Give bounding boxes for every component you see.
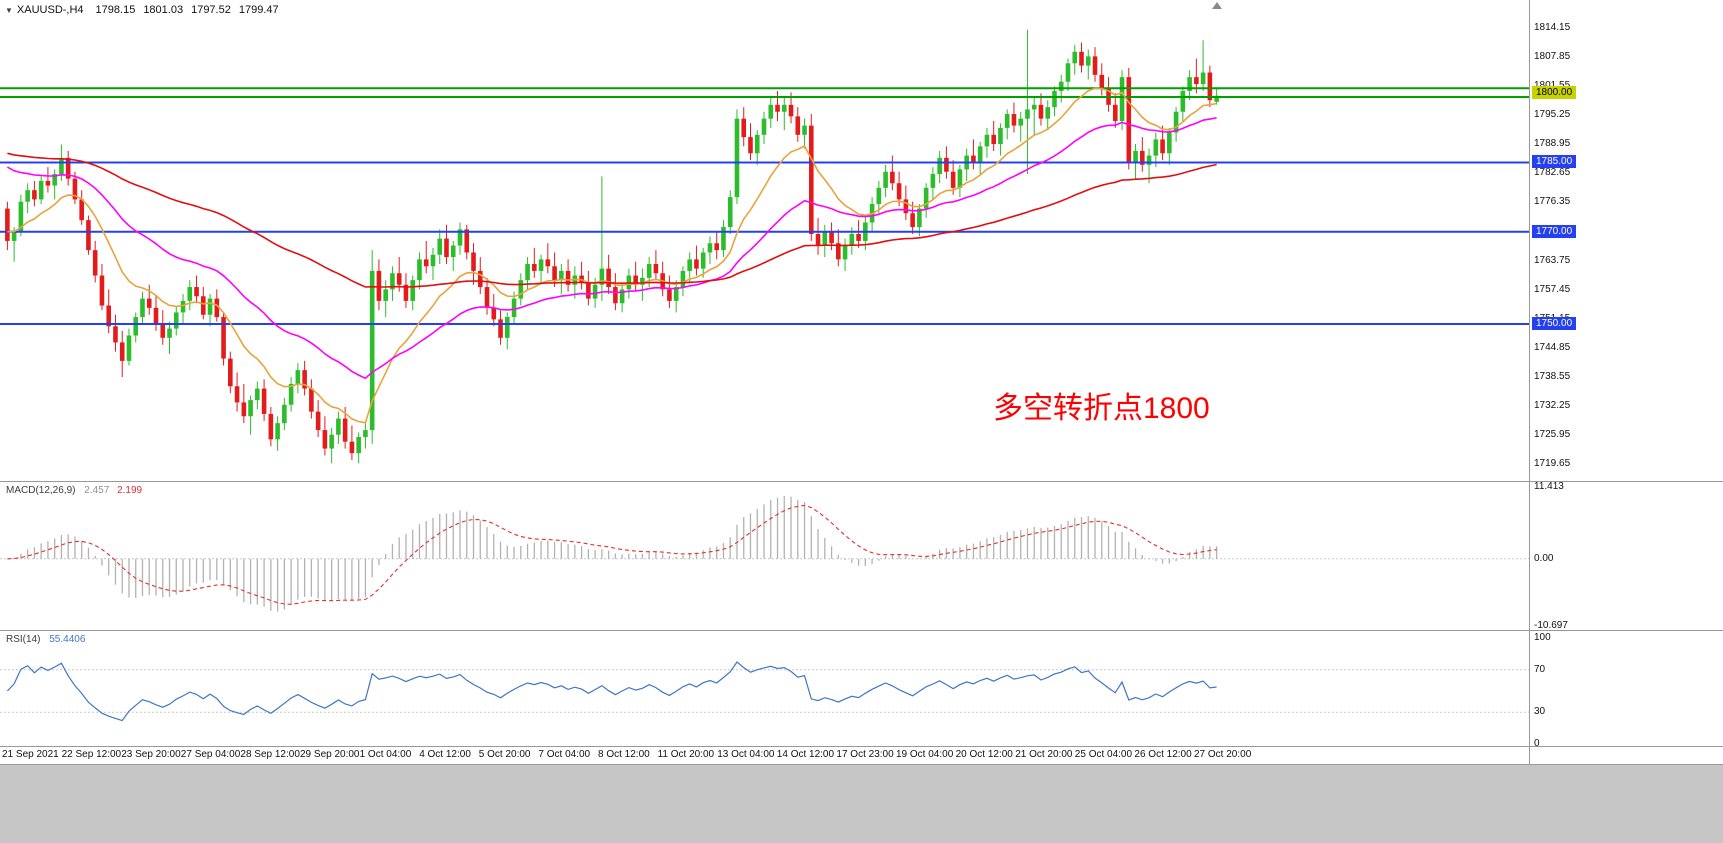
symbol-name: XAUUSD-,H4 xyxy=(16,4,84,16)
time-axis-label: 4 Oct 12:00 xyxy=(419,749,471,760)
ma-lines-layer xyxy=(7,87,1217,424)
time-axis-label: 8 Oct 12:00 xyxy=(598,749,650,760)
macd-tick-label: -10.697 xyxy=(1534,620,1568,631)
time-axis-label: 27 Sep 04:00 xyxy=(180,749,241,760)
time-axis[interactable]: 21 Sep 2021 22 Sep 12:00 23 Sep 20:00 27 Se… xyxy=(0,748,1723,764)
price-line-badge: 1750.00 xyxy=(1532,316,1577,330)
price-tick-label: 1763.75 xyxy=(1534,254,1571,266)
price-tick-label: 1776.35 xyxy=(1534,196,1571,208)
price-line-badge: 1785.00 xyxy=(1532,155,1577,169)
rsi-tick-label: 30 xyxy=(1534,706,1546,718)
price-tick-label: 1782.65 xyxy=(1534,167,1571,179)
time-axis-label: 17 Oct 23:00 xyxy=(836,749,894,760)
price-tick-label: 1725.95 xyxy=(1534,428,1571,440)
time-axis-label: 5 Oct 20:00 xyxy=(478,749,531,760)
rsi-panel xyxy=(0,661,1529,722)
ohlc-high: 1801.03 xyxy=(143,4,184,16)
symbol-bar: ▼ XAUUSD-,H4 1798.15 1801.03 1797.52 179… xyxy=(5,4,287,16)
symbol-dropdown-icon[interactable]: ▼ xyxy=(5,5,13,15)
panel-borders xyxy=(0,0,1723,765)
time-axis-label: 11 Oct 20:00 xyxy=(657,749,715,760)
price-tick-label: 1732.25 xyxy=(1534,399,1571,411)
price-tick-label: 1719.65 xyxy=(1534,458,1571,469)
time-axis-label: 27 Oct 20:00 xyxy=(1194,749,1252,760)
time-axis-label: 29 Sep 20:00 xyxy=(300,749,360,760)
rsi-value: 55.4406 xyxy=(49,634,86,645)
bottom-gray-strip xyxy=(0,765,1723,843)
ohlc-open: 1798.15 xyxy=(95,4,136,16)
price-tick-label: 1757.45 xyxy=(1534,283,1571,295)
macd-signal-value: 2.199 xyxy=(117,485,143,496)
price-axis[interactable]: 1814.15 1807.85 1801.55 1795.25 1788.95 1782.… xyxy=(1532,0,1722,765)
time-axis-label: 28 Sep 12:00 xyxy=(240,749,300,760)
price-tick-label: 1801.55 xyxy=(1534,80,1570,91)
current-price-badge: 1800.00 xyxy=(1532,86,1577,100)
price-line-badge: 1770.00 xyxy=(1532,224,1577,238)
chart-annotation-text: 多空转折点1800 xyxy=(993,392,1210,425)
price-tick-label: 1744.85 xyxy=(1534,341,1571,353)
macd-tick-label: 11.413 xyxy=(1534,481,1564,492)
rsi-name: RSI(14) xyxy=(6,634,41,645)
rsi-indicator-label: RSI(14) 55.4406 xyxy=(6,634,85,645)
time-axis-label: 25 Oct 04:00 xyxy=(1074,749,1133,760)
time-axis-label: 21 Sep 2021 xyxy=(2,749,59,760)
price-tick-label: 1814.15 xyxy=(1534,22,1571,33)
rsi-tick-label: 0 xyxy=(1534,738,1540,749)
time-axis-label: 20 Oct 12:00 xyxy=(955,749,1013,760)
price-tick-label: 1788.95 xyxy=(1534,138,1571,150)
rsi-tick-label: 100 xyxy=(1534,632,1551,643)
ohlc-low: 1797.52 xyxy=(191,4,231,16)
time-axis-label: 23 Sep 20:00 xyxy=(121,749,181,760)
macd-main-value: 2.457 xyxy=(84,485,110,496)
price-tick-label: 1807.85 xyxy=(1534,51,1571,63)
ohlc-close: 1799.47 xyxy=(238,4,279,16)
time-axis-label: 7 Oct 04:00 xyxy=(538,749,591,760)
price-tick-label: 1738.55 xyxy=(1534,370,1571,382)
macd-indicator-label: MACD(12,26,9) 2.457 2.199 xyxy=(6,485,142,496)
price-tick-label: 1795.25 xyxy=(1534,109,1571,121)
time-axis-label: 13 Oct 04:00 xyxy=(717,749,775,760)
time-axis-label: 19 Oct 04:00 xyxy=(896,749,954,760)
chart-shift-marker-icon[interactable] xyxy=(1212,2,1222,9)
time-axis-label: 22 Sep 12:00 xyxy=(61,749,122,760)
time-axis-label: 14 Oct 12:00 xyxy=(776,749,835,760)
macd-tick-label: 0.00 xyxy=(1534,552,1554,564)
time-axis-label: 21 Oct 20:00 xyxy=(1015,749,1073,760)
macd-panel xyxy=(0,496,1529,612)
rsi-tick-label: 70 xyxy=(1534,663,1546,675)
macd-name: MACD(12,26,9) xyxy=(6,485,76,496)
time-axis-label: 1 Oct 04:00 xyxy=(359,749,412,760)
time-axis-label: 26 Oct 12:00 xyxy=(1134,749,1192,760)
chart-canvas[interactable] xyxy=(0,0,1723,765)
